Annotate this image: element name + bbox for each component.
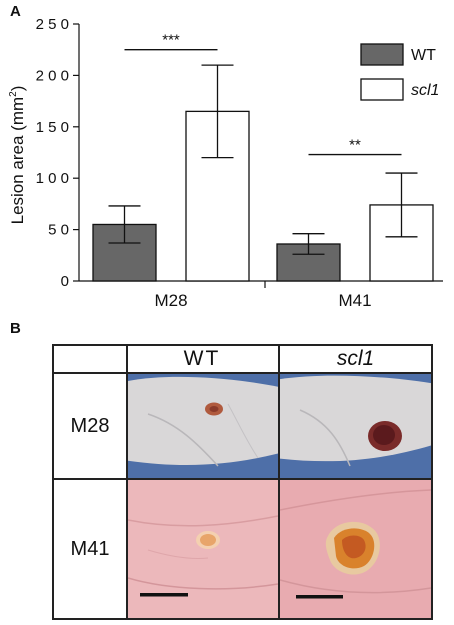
column-header-wt: WT (126, 346, 278, 372)
column-header-wt-label: WT (183, 347, 221, 370)
photo-m41-wt (128, 480, 278, 618)
row-label-m28: M28 (54, 374, 126, 478)
x-tick-label: M41 (338, 291, 371, 310)
y-tick-label: 5 0 (48, 222, 69, 239)
grid-divider-h1 (54, 372, 431, 374)
y-tick-label: 2 0 0 (36, 67, 69, 84)
photo-m28-scl1 (280, 374, 431, 478)
legend-label-wt: WT (411, 47, 436, 64)
y-tick-label: 1 0 0 (36, 170, 69, 187)
row-label-m28-text: M28 (70, 414, 110, 437)
y-axis-label: Lesion area (mm2) (8, 86, 27, 225)
svg-text:Lesion area (mm2): Lesion area (mm2) (8, 86, 27, 225)
y-tick-label: 0 (61, 273, 69, 290)
row-label-m41: M41 (54, 480, 126, 618)
grid-divider-h2 (54, 478, 431, 480)
panel-b-letter: B (10, 320, 21, 337)
grid-divider-v2 (278, 346, 280, 618)
x-tick-label: M28 (154, 291, 187, 310)
y-tick-label: 1 5 0 (36, 119, 69, 136)
photo-m28-wt (128, 374, 278, 478)
y-axis-label-close: ) (8, 86, 27, 92)
significance-label-m28: *** (162, 32, 180, 49)
grid-divider-v1 (126, 346, 128, 618)
photo-m41-scl1 (280, 480, 431, 618)
y-axis-label-superscript: 2 (8, 91, 19, 97)
y-axis-label-main: Lesion area (mm (8, 97, 27, 225)
legend-label-scl1: scl1 (411, 82, 439, 99)
lesion-area-bar-chart: Lesion area (mm2) 0 5 0 1 0 0 1 5 0 2 0 0 2 5… (8, 16, 443, 310)
y-tick-label: 2 5 0 (36, 16, 69, 33)
row-label-m41-text: M41 (70, 537, 110, 560)
legend-swatch-scl1 (360, 78, 404, 101)
column-header-scl1: scl1 (280, 346, 431, 372)
column-header-scl1-label: scl1 (336, 347, 375, 370)
legend-swatch-wt (360, 43, 404, 66)
lesion-photo-grid: WT scl1 M28 M41 (52, 344, 433, 620)
panel-a-letter: A (10, 3, 21, 20)
significance-label-m41: ** (349, 137, 361, 154)
